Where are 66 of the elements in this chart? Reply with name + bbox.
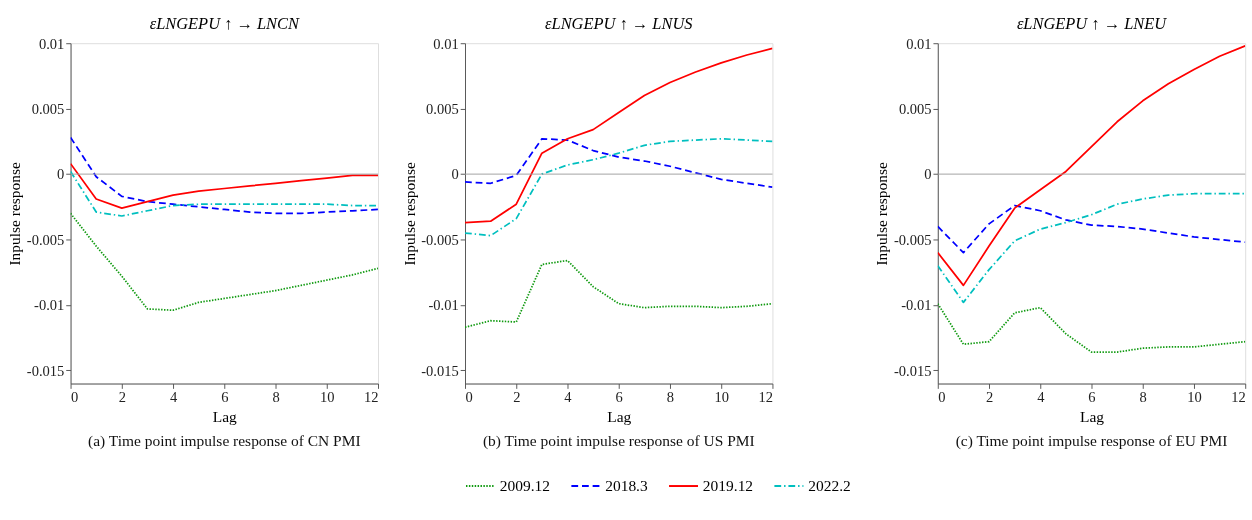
x-axis-title: Lag [212, 407, 238, 425]
x-tick-label: 12 [364, 389, 379, 406]
legend-label: 2022.2 [808, 476, 851, 494]
legend-label: 2009.12 [499, 476, 551, 494]
chart-title: εLNGEPU ↑ → LNCN [149, 13, 300, 33]
x-tick-label: 10 [320, 389, 335, 406]
x-tick-label: 0 [938, 389, 946, 406]
y-tick-label: 0.005 [898, 100, 932, 117]
x-tick-label: 0 [465, 389, 473, 406]
legend-label: 2019.12 [702, 476, 754, 494]
x-tick-label: 12 [1231, 389, 1246, 406]
legend-label: 2018.3 [605, 476, 648, 494]
y-tick-label: 0.01 [433, 35, 459, 52]
y-tick-label: -0.01 [428, 297, 459, 314]
y-tick-label: 0 [57, 166, 65, 183]
y-axis-title: Inpulse response [873, 162, 891, 266]
y-tick-label: -0.005 [26, 231, 65, 248]
line-series [465, 47, 773, 224]
y-tick-label: -0.005 [894, 231, 932, 248]
y-tick-label: -0.005 [421, 231, 459, 248]
x-tick-label: 8 [272, 389, 280, 406]
x-tick-label: 2 [985, 389, 994, 406]
y-tick-label: 0 [451, 166, 459, 183]
x-tick-label: 8 [1139, 389, 1147, 406]
y-tick-label: -0.015 [26, 362, 65, 379]
text: (a) Time point impulse response of CN PMI [88, 432, 361, 451]
x-tick-label: 6 [1088, 389, 1096, 406]
x-tick-label: 4 [1037, 389, 1046, 406]
x-tick-label: 4 [564, 389, 573, 406]
y-tick-label: 0.01 [38, 35, 65, 52]
x-tick-label: 2 [513, 389, 521, 406]
x-tick-label: 10 [714, 389, 729, 406]
y-tick-label: 0.005 [426, 100, 459, 117]
line-series [70, 162, 379, 210]
y-axis-title: Inpulse response [400, 162, 418, 266]
line-series [70, 212, 379, 312]
line-series [465, 259, 773, 329]
x-tick-label: 0 [71, 389, 79, 406]
text: (b) Time point impulse response of US PMI [482, 432, 755, 451]
line-series [465, 137, 773, 237]
y-tick-label: 0 [924, 166, 932, 183]
line-series [70, 170, 379, 217]
y-tick-label: -0.015 [421, 362, 459, 379]
text: (c) Time point impulse response of EU PMI [955, 432, 1228, 451]
x-tick-label: 8 [666, 389, 675, 406]
line-series [465, 137, 773, 189]
x-tick-label: 12 [758, 389, 773, 406]
y-tick-label: 0.01 [906, 35, 932, 52]
y-tick-label: -0.015 [894, 362, 932, 379]
y-tick-label: 0.005 [31, 100, 65, 117]
x-tick-label: 6 [615, 389, 623, 406]
x-axis-title: Lag [1079, 407, 1105, 425]
y-tick-label: -0.01 [901, 297, 932, 314]
y-tick-label: -0.01 [34, 297, 65, 314]
x-tick-label: 4 [169, 389, 178, 406]
x-axis-title: Lag [607, 407, 632, 425]
line-series [937, 44, 1246, 287]
x-tick-label: 10 [1187, 389, 1202, 406]
x-tick-label: 2 [118, 389, 126, 406]
line-series [937, 302, 1246, 353]
y-axis-title: Inpulse response [6, 162, 24, 266]
chart-title: εLNGEPU ↑ → LNUS [545, 13, 693, 33]
line-series [937, 192, 1246, 304]
chart-title: εLNGEPU ↑ → LNEU [1016, 13, 1168, 33]
line-series [70, 136, 379, 215]
x-tick-label: 6 [221, 389, 229, 406]
